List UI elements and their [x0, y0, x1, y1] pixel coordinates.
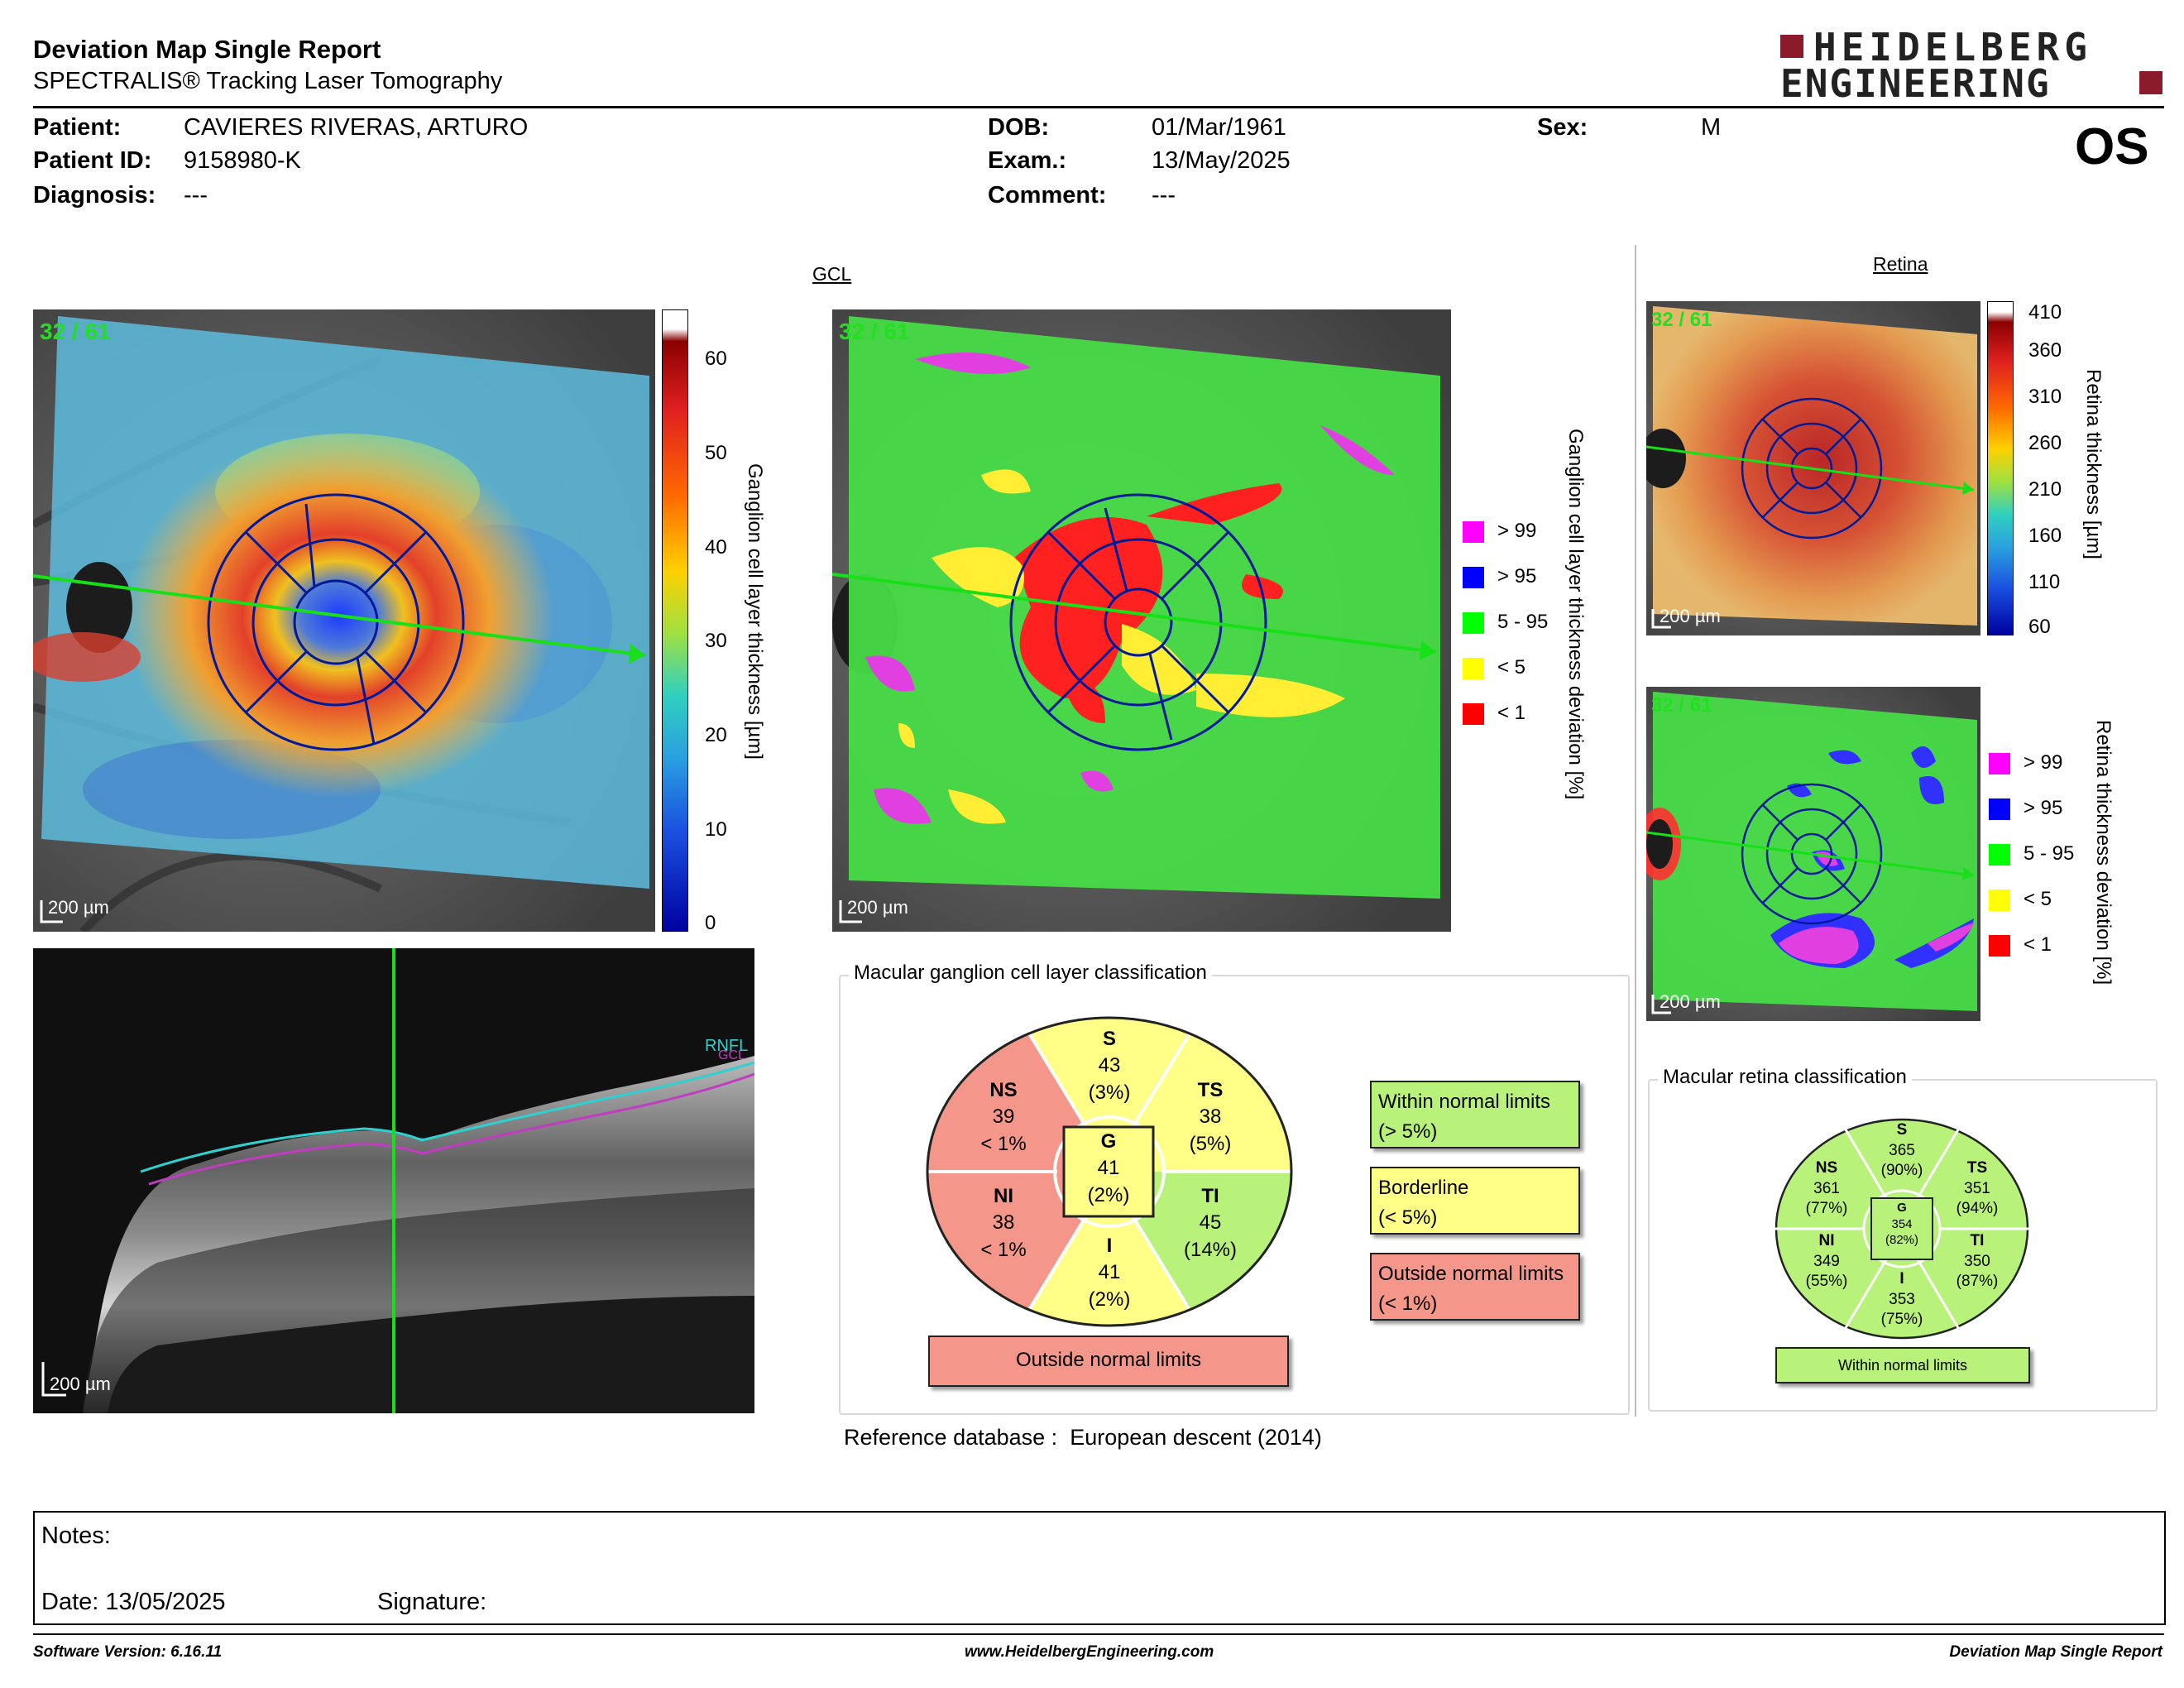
footer-report-name: Deviation Map Single Report: [1949, 1643, 2162, 1661]
retina-sector-ti: TI 350 (87%): [1956, 1232, 1999, 1291]
key-within-normal: Within normal limits (> 5%): [1370, 1081, 1580, 1149]
gcl-thickness-map[interactable]: 32 / 61 200 µm: [33, 309, 655, 932]
report-title: Deviation Map Single Report: [33, 35, 381, 64]
diagnosis-value: ---: [184, 182, 208, 209]
gcl-map-scale: 200 µm: [48, 897, 109, 918]
notes-date: Date: 13/05/2025: [41, 1589, 226, 1615]
retina-map-scan-label: 32 / 61: [1651, 309, 1712, 331]
retina-thickness-map[interactable]: 32 / 61 200 µm: [1646, 301, 1980, 635]
dob-label: DOB:: [988, 114, 1050, 141]
gcl-layer-label: GCL: [718, 1048, 745, 1062]
retina-result-badge: Within normal limits: [1775, 1347, 2030, 1383]
rnfl-label: RNFL: [705, 1037, 748, 1055]
gcl-dev-scale: 200 µm: [847, 897, 908, 918]
notes-label: Notes:: [41, 1523, 111, 1549]
legend-swatch: [1463, 703, 1484, 725]
reference-database: Reference database : European descent (2…: [844, 1425, 1322, 1450]
retina-map-scale: 200 µm: [1660, 606, 1721, 626]
retina-sector-s: S 365 (90%): [1880, 1121, 1923, 1180]
retina-dev-scale: 200 µm: [1660, 991, 1721, 1012]
retina-deviation-title: Retina thickness deviation [%]: [2092, 720, 2115, 985]
gcl-map-scan-label: 32 / 61: [40, 319, 111, 344]
legend-swatch: [1463, 611, 1484, 634]
key-outside-normal: Outside normal limits (< 1%): [1370, 1253, 1580, 1321]
retina-colorbar-ticks: 410 360 310 260 210 160 110 60: [2028, 301, 2062, 638]
footer-website[interactable]: www.HeidelbergEngineering.com: [965, 1643, 1214, 1661]
legend-swatch: [1463, 566, 1484, 588]
retina-colorbar-title: Retina thickness [µm]: [2082, 369, 2105, 559]
dob-value: 01/Mar/1961: [1152, 114, 1286, 141]
gcl-deviation-title: Ganglion cell layer thickness deviation …: [1564, 429, 1587, 800]
gcl-sector-ts: TS 38 (5%): [1189, 1079, 1232, 1155]
key-borderline: Borderline (< 5%): [1370, 1167, 1580, 1235]
notes-box[interactable]: Notes: Date: 13/05/2025 Signature:: [33, 1511, 2166, 1625]
retina-colorbar: [1987, 301, 2014, 635]
retina-sector-ni: NI 349 (55%): [1805, 1232, 1848, 1291]
footer-software-version: Software Version: 6.16.11: [33, 1643, 223, 1661]
patient-name: CAVIERES RIVERAS, ARTURO: [184, 114, 529, 141]
comment-value: ---: [1152, 182, 1176, 209]
company-logo: HEIDELBERG ENGINEERING: [1780, 25, 2162, 106]
gcl-sector-s: S 43 (3%): [1088, 1028, 1131, 1104]
gcl-deviation-map[interactable]: 32 / 61 200 µm: [832, 309, 1451, 932]
retina-classification-title: Macular retina classification: [1658, 1066, 1912, 1089]
gcl-classification-title: Macular ganglion cell layer classificati…: [849, 961, 1212, 985]
oct-bscan[interactable]: RNFL GCL 200 µm: [33, 948, 754, 1413]
exam-label: Exam.:: [988, 147, 1067, 174]
retina-deviation-map[interactable]: 32 / 61 200 µm: [1646, 687, 1980, 1021]
patient-label: Patient:: [33, 114, 122, 141]
gcl-classification-panel: [839, 975, 1630, 1415]
section-divider: [1635, 245, 1636, 1417]
comment-label: Comment:: [988, 182, 1107, 209]
gcl-sector-g: G 41 (2%): [1087, 1130, 1130, 1206]
notes-signature: Signature:: [377, 1589, 487, 1615]
gcl-result-badge: Outside normal limits: [928, 1336, 1289, 1387]
retina-section-label: Retina: [1873, 253, 1928, 275]
gcl-sector-ns: NS 39 < 1%: [980, 1079, 1027, 1155]
eye-laterality: OS: [2075, 118, 2149, 175]
diagnosis-label: Diagnosis:: [33, 182, 156, 209]
retina-sector-chart: S 365 (90%) NS 361 (77%) TS 351 (94%) NI…: [1774, 1116, 2030, 1341]
retina-sector-ts: TS 351 (94%): [1956, 1159, 1999, 1218]
sex-value: M: [1701, 114, 1722, 141]
retina-dev-scan-label: 32 / 61: [1651, 694, 1712, 717]
bscan-scale: 200 µm: [50, 1374, 111, 1394]
gcl-sector-ti: TI 45 (14%): [1183, 1185, 1238, 1261]
gcl-sector-i: I 41 (2%): [1088, 1235, 1131, 1311]
gcl-colorbar-ticks: 60 50 40 30 20 10 0: [705, 348, 727, 934]
retina-sector-ns: NS 361 (77%): [1805, 1159, 1848, 1218]
retina-sector-i: I 353 (75%): [1880, 1270, 1923, 1329]
gcl-sector-ni: NI 38 < 1%: [980, 1185, 1027, 1261]
gcl-colorbar: [662, 309, 688, 932]
legend-swatch: [1463, 657, 1484, 679]
gcl-colorbar-title: Ganglion cell layer thickness [µm]: [744, 463, 766, 760]
retina-sector-g: G 354 (82%): [1885, 1201, 1918, 1247]
gcl-section-label: GCL: [812, 263, 852, 285]
exam-value: 13/May/2025: [1152, 147, 1291, 174]
gcl-sector-chart: S 43 (3%) NS 39 < 1% TS 38 (5%) NI 38 < …: [925, 1013, 1294, 1331]
report-subtitle: SPECTRALIS® Tracking Laser Tomography: [33, 68, 503, 94]
patient-id-label: Patient ID:: [33, 147, 152, 174]
legend-swatch: [1463, 520, 1484, 543]
sex-label: Sex:: [1537, 114, 1588, 141]
gcl-dev-scan-label: 32 / 61: [839, 319, 910, 344]
patient-id: 9158980-K: [184, 147, 301, 174]
